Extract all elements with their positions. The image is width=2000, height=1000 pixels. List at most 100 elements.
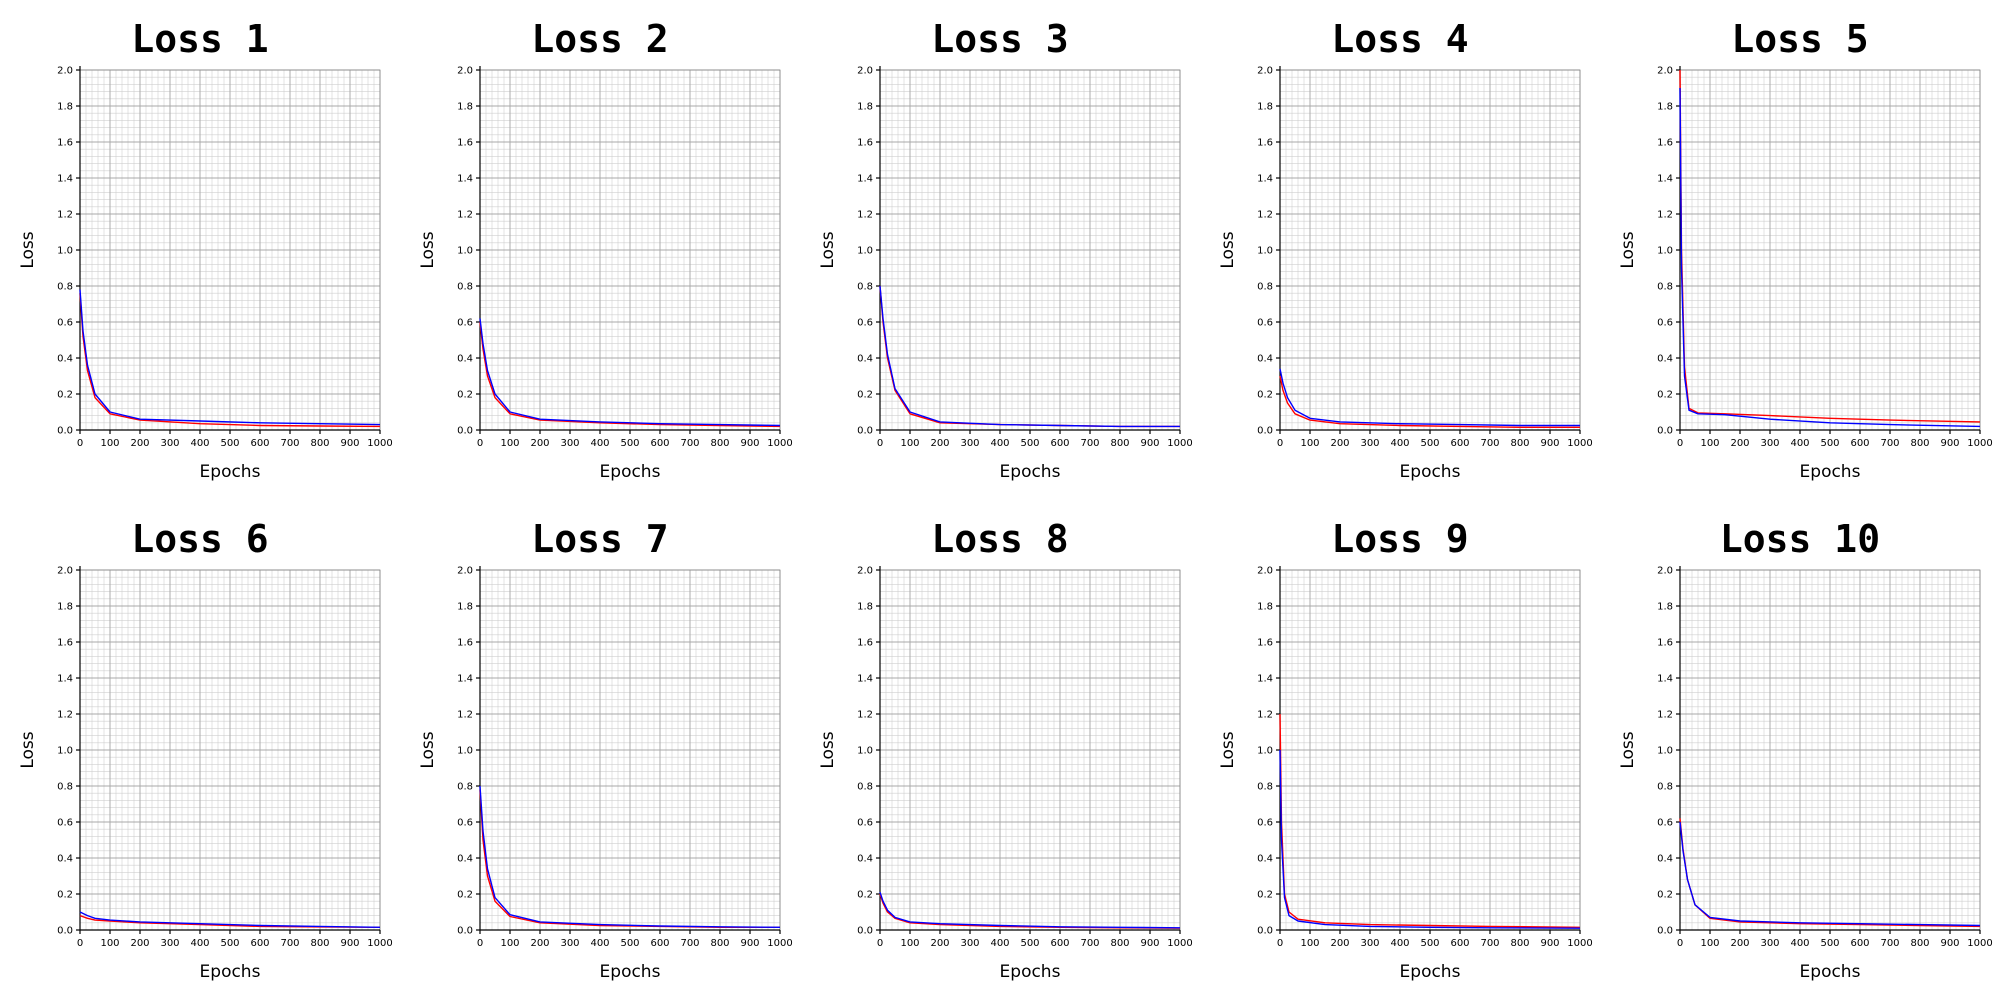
y-tick-label: 1.8 (1657, 102, 1673, 113)
y-tick-label: 2.0 (857, 566, 873, 577)
y-tick-label: 0.0 (1257, 426, 1273, 437)
chart-title: Loss 5 (1731, 17, 1868, 61)
x-tick-label: 300 (1760, 438, 1779, 449)
y-tick-label: 1.2 (1657, 210, 1673, 221)
x-tick-label: 400 (590, 438, 609, 449)
x-tick-label: 0 (477, 938, 483, 949)
y-tick-label: 0.0 (57, 926, 73, 937)
y-tick-label: 0.6 (1257, 318, 1273, 329)
y-tick-label: 2.0 (457, 66, 473, 77)
x-tick-label: 100 (500, 938, 519, 949)
x-tick-label: 1000 (1567, 438, 1592, 449)
y-tick-label: 0.0 (457, 926, 473, 937)
chart-title: Loss 6 (131, 517, 268, 561)
y-tick-label: 0.4 (1257, 354, 1273, 365)
y-tick-label: 1.0 (1257, 746, 1273, 757)
x-tick-label: 900 (1540, 938, 1559, 949)
y-tick-label: 2.0 (457, 566, 473, 577)
x-tick-label: 500 (1420, 438, 1439, 449)
x-tick-label: 200 (130, 438, 149, 449)
x-tick-label: 900 (1940, 938, 1959, 949)
x-tick-label: 0 (877, 938, 883, 949)
x-tick-label: 600 (1850, 438, 1869, 449)
x-tick-label: 900 (1140, 438, 1159, 449)
y-tick-label: 0.8 (857, 782, 873, 793)
chart-title: Loss 7 (531, 517, 668, 561)
x-tick-label: 600 (250, 438, 269, 449)
y-tick-label: 0.4 (1657, 354, 1673, 365)
x-tick-label: 600 (1450, 938, 1469, 949)
y-tick-label: 0.0 (857, 926, 873, 937)
y-tick-label: 1.0 (457, 746, 473, 757)
y-tick-label: 1.6 (1657, 638, 1673, 649)
y-tick-label: 0.2 (1257, 390, 1273, 401)
x-tick-label: 0 (77, 938, 83, 949)
x-tick-label: 100 (100, 938, 119, 949)
series-line-red (79, 293, 381, 428)
series-line-blue (1279, 749, 1581, 929)
y-tick-label: 0.2 (1657, 890, 1673, 901)
chart-panel-2: 0 100 200 300 400 500 600 700 800 900 1000 0.0 0.2 0.… (400, 0, 800, 500)
y-tick-label: 0.0 (1257, 926, 1273, 937)
series-line-blue (79, 911, 381, 928)
x-tick-label: 100 (1300, 438, 1319, 449)
x-tick-label: 1000 (367, 938, 392, 949)
y-tick-label: 1.2 (457, 210, 473, 221)
x-tick-label: 0 (77, 438, 83, 449)
y-tick-label: 1.8 (457, 102, 473, 113)
y-axis-label: Loss (818, 731, 838, 768)
y-tick-label: 1.0 (857, 746, 873, 757)
y-tick-label: 0.8 (57, 282, 73, 293)
x-tick-label: 200 (930, 438, 949, 449)
y-tick-label: 1.0 (457, 246, 473, 257)
y-tick-label: 1.6 (1657, 138, 1673, 149)
y-tick-label: 1.4 (1657, 174, 1673, 185)
chart-svg: 0 100 200 300 400 500 600 700 800 900 1000 0.0 0.2 0.… (1618, 517, 1993, 982)
y-tick-label: 1.0 (57, 246, 73, 257)
chart-svg: 0 100 200 300 400 500 600 700 800 900 1000 0.0 0.2 0.… (1218, 517, 1593, 982)
x-tick-label: 800 (710, 938, 729, 949)
x-tick-label: 700 (1080, 938, 1099, 949)
y-tick-label: 0.4 (57, 354, 73, 365)
chart-panel-7: 0 100 200 300 400 500 600 700 800 900 1000 0.0 0.2 0.… (400, 500, 800, 1000)
x-tick-label: 200 (1730, 438, 1749, 449)
x-tick-label: 100 (900, 438, 919, 449)
x-tick-label: 1000 (1967, 438, 1992, 449)
x-tick-label: 900 (340, 438, 359, 449)
chart-title: Loss 10 (1720, 517, 1880, 561)
major-gridlines (879, 569, 1181, 931)
y-tick-label: 1.6 (857, 138, 873, 149)
x-tick-label: 600 (1450, 438, 1469, 449)
series-line-blue (79, 289, 381, 426)
series-line-blue (479, 785, 781, 928)
y-tick-label: 0.4 (457, 354, 473, 365)
x-tick-label: 1000 (767, 938, 792, 949)
x-tick-label: 100 (900, 938, 919, 949)
y-tick-label: 1.2 (1257, 210, 1273, 221)
x-tick-label: 1000 (1967, 938, 1992, 949)
y-tick-label: 1.8 (1257, 102, 1273, 113)
y-tick-label: 0.8 (857, 282, 873, 293)
x-tick-label: 700 (1480, 438, 1499, 449)
x-tick-label: 400 (590, 938, 609, 949)
y-tick-label: 0.8 (1657, 782, 1673, 793)
x-tick-label: 300 (160, 938, 179, 949)
y-tick-label: 1.8 (1257, 602, 1273, 613)
series-line-blue (1279, 368, 1580, 427)
chart-title: Loss 1 (131, 17, 268, 61)
x-tick-label: 700 (1880, 938, 1899, 949)
chart-title: Loss 9 (1331, 517, 1468, 561)
x-tick-label: 800 (1510, 938, 1529, 949)
y-tick-label: 1.6 (857, 638, 873, 649)
x-tick-label: 0 (477, 438, 483, 449)
x-tick-label: 600 (650, 938, 669, 949)
y-tick-label: 1.4 (1257, 674, 1273, 685)
y-tick-label: 1.4 (1657, 674, 1673, 685)
y-tick-label: 0.0 (57, 426, 73, 437)
x-axis-label: Epochs (1800, 462, 1861, 482)
y-tick-label: 0.2 (1257, 890, 1273, 901)
y-tick-label: 0.6 (1657, 818, 1673, 829)
y-tick-label: 0.2 (457, 390, 473, 401)
y-tick-label: 1.6 (57, 138, 73, 149)
y-tick-label: 0.0 (1657, 426, 1673, 437)
